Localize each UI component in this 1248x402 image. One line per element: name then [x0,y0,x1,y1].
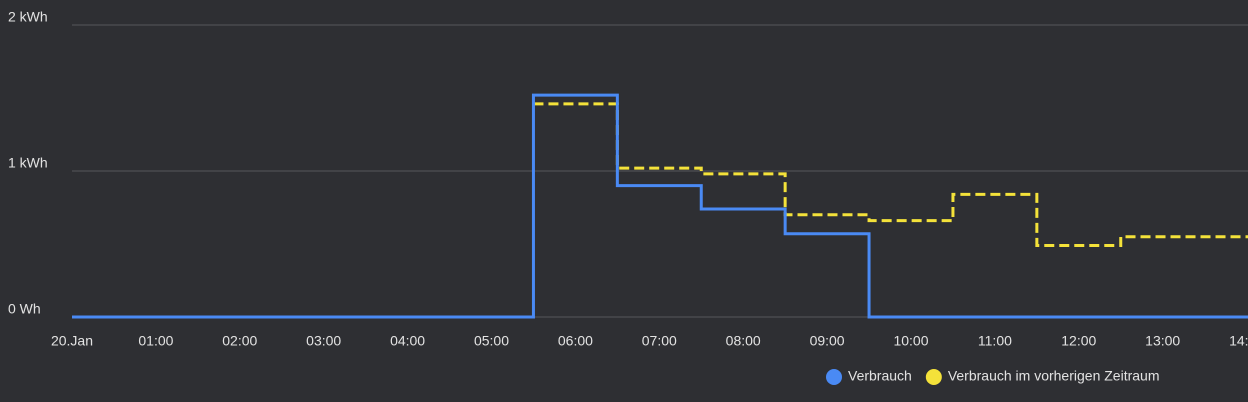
x-tick-label: 10:00 [893,333,928,349]
x-tick-label: 05:00 [474,333,509,349]
x-tick-label: 09:00 [810,333,845,349]
legend-marker [925,369,942,385]
x-tick-label: 08:00 [726,333,761,349]
x-tick-label: 04:00 [390,333,425,349]
x-tick-label: 14:00 [1229,333,1248,349]
x-tick-label: 13:00 [1145,333,1180,349]
series-line [72,93,1248,319]
y-tick-label: 2 kWh [8,9,48,25]
legend-marker [826,369,842,385]
legend-label: Verbrauch [848,368,912,384]
x-tick-label: 01:00 [138,333,173,349]
x-tick-label: 07:00 [642,333,677,349]
x-tick-label: 06:00 [558,333,593,349]
y-tick-label: 1 kWh [8,155,48,171]
x-tick-label: 03:00 [306,333,341,349]
x-tick-label: 12:00 [1061,333,1096,349]
y-tick-label: 0 Wh [8,301,41,317]
legend-label: Verbrauch im vorherigen Zeitraum [948,368,1160,384]
x-tick-label: 11:00 [978,333,1012,349]
x-tick-label: 02:00 [222,333,257,349]
series-line [533,102,1248,247]
x-tick-label: 20.Jan [51,333,93,349]
